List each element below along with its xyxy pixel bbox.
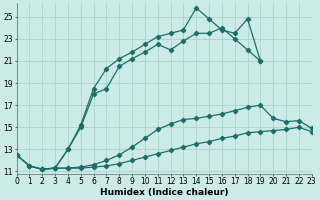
X-axis label: Humidex (Indice chaleur): Humidex (Indice chaleur)	[100, 188, 228, 197]
